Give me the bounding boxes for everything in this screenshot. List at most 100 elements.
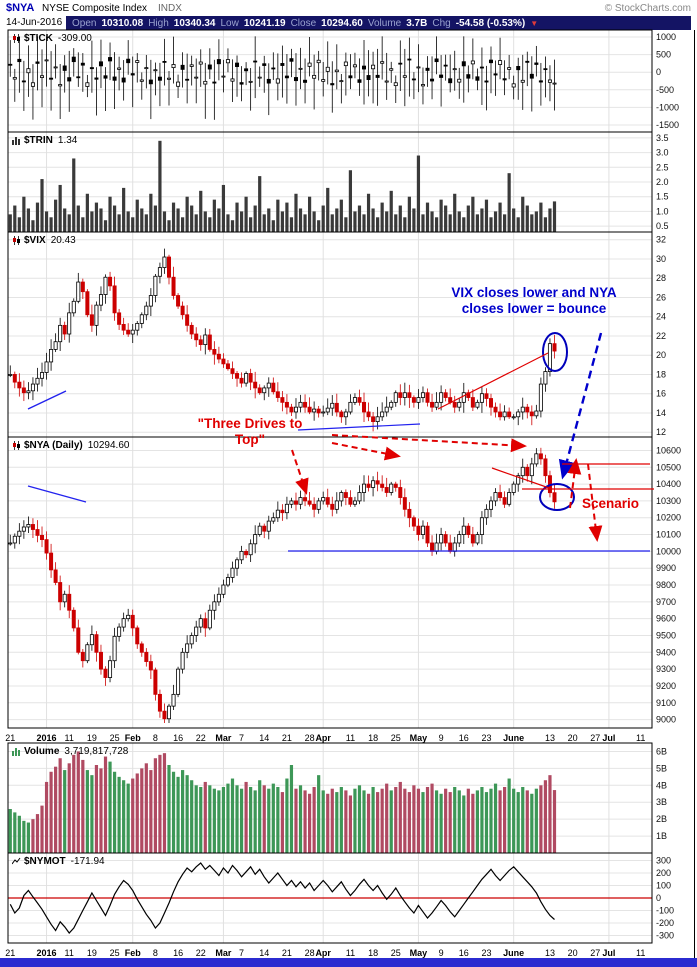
svg-text:0.5: 0.5 [656,221,669,231]
copyright: © StockCharts.com [604,3,691,14]
svg-text:14: 14 [656,408,666,418]
svg-text:21: 21 [282,733,292,743]
nya-panel-label: $NYA (Daily) 10294.60 [12,440,129,451]
svg-text:May: May [410,733,428,743]
svg-text:-1500: -1500 [656,120,679,130]
svg-text:28: 28 [656,273,666,283]
svg-text:25: 25 [110,948,120,958]
svg-text:9000: 9000 [656,715,676,725]
svg-text:25: 25 [391,733,401,743]
close-label: Close [290,17,317,29]
svg-text:9300: 9300 [656,664,676,674]
svg-text:2016: 2016 [37,948,57,958]
high-label: High [148,17,169,29]
header: $NYA NYSE Composite Index INDX © StockCh… [0,0,697,16]
svg-text:0: 0 [656,893,661,903]
svg-text:10200: 10200 [656,513,681,523]
svg-text:200: 200 [656,868,671,878]
svg-text:22: 22 [196,948,206,958]
svg-text:28: 28 [305,733,315,743]
svg-text:18: 18 [368,948,378,958]
svg-text:10300: 10300 [656,496,681,506]
svg-text:11: 11 [65,948,74,958]
svg-text:19: 19 [87,948,97,958]
svg-text:26: 26 [656,292,666,302]
quote-row: 14-Jun-2016 Open 10310.08 High 10340.34 … [0,16,697,30]
svg-text:Mar: Mar [215,948,232,958]
svg-text:23: 23 [481,948,491,958]
svg-text:Jul: Jul [602,948,615,958]
chg-label: Chg [432,17,451,29]
svg-text:30: 30 [656,254,666,264]
candlestick-icon [13,34,20,43]
svg-text:0: 0 [656,67,661,77]
svg-text:16: 16 [459,948,469,958]
svg-text:11: 11 [346,733,355,743]
svg-text:14: 14 [259,948,269,958]
svg-text:19: 19 [87,733,97,743]
volume-series: 6B 5B 4B 3B 2B 1B [7,742,667,854]
svg-text:23: 23 [481,733,491,743]
tick-series: 1000 500 0 -500 -1000 -1500 [7,29,679,133]
candlestick-icon [13,236,20,245]
low-value: 10241.19 [243,17,286,29]
svg-text:22: 22 [656,331,666,341]
svg-text:20: 20 [568,733,578,743]
svg-text:18: 18 [368,733,378,743]
chg-value: -54.58 (-0.53%) [455,17,526,29]
svg-text:10600: 10600 [656,445,681,455]
svg-text:Feb: Feb [125,733,142,743]
exchange-label: INDX [158,3,182,14]
svg-text:8: 8 [153,948,158,958]
svg-text:10500: 10500 [656,462,681,472]
quote-bar: Open 10310.08 High 10340.34 Low 10241.19… [66,16,691,30]
svg-text:-1000: -1000 [656,102,679,112]
svg-text:-200: -200 [656,918,674,928]
svg-text:May: May [410,948,428,958]
svg-text:9100: 9100 [656,698,676,708]
svg-text:1B: 1B [656,831,667,841]
svg-text:2.0: 2.0 [656,177,669,187]
svg-text:3.5: 3.5 [656,133,669,143]
symbol: $NYA [6,2,35,14]
svg-text:9: 9 [439,948,444,958]
svg-text:500: 500 [656,50,671,60]
tick-panel-label: $TICK -309.00 [12,33,92,44]
trin-panel-label: $TRIN 1.34 [12,135,77,146]
svg-text:10000: 10000 [656,546,681,556]
svg-text:13: 13 [545,733,555,743]
svg-text:2.5: 2.5 [656,162,669,172]
svg-text:-300: -300 [656,931,674,941]
svg-text:8: 8 [153,733,158,743]
svg-text:11: 11 [346,948,355,958]
nymot-panel-label: $NYMOT -171.94 [12,856,105,867]
open-label: Open [72,17,97,29]
svg-text:1.0: 1.0 [656,206,669,216]
svg-text:-500: -500 [656,85,674,95]
index-name: NYSE Composite Index [42,3,148,14]
svg-text:22: 22 [196,733,206,743]
svg-text:11: 11 [636,948,645,958]
svg-text:3B: 3B [656,797,667,807]
svg-text:9: 9 [439,733,444,743]
svg-text:14: 14 [259,733,269,743]
svg-text:300: 300 [656,856,671,866]
trin-series: 3.5 3.0 2.5 2.0 1.5 1.0 0.5 [7,131,669,233]
svg-text:3.0: 3.0 [656,148,669,158]
svg-text:Apr: Apr [315,948,331,958]
svg-text:9400: 9400 [656,647,676,657]
svg-text:28: 28 [305,948,315,958]
svg-text:24: 24 [656,312,666,322]
svg-text:4B: 4B [656,780,667,790]
svg-text:16: 16 [173,733,183,743]
svg-text:21: 21 [5,948,15,958]
svg-text:11: 11 [65,733,74,743]
svg-text:16: 16 [173,948,183,958]
close-value: 10294.60 [321,17,363,29]
svg-text:-100: -100 [656,906,674,916]
svg-text:21: 21 [5,733,15,743]
open-value: 10310.08 [101,17,144,29]
footer-bar [0,958,697,967]
volume-label: Volume [367,17,402,29]
